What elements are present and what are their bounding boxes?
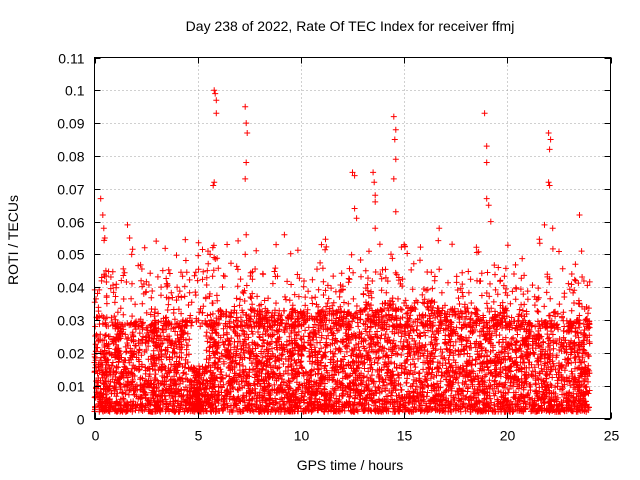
- y-tick-label: 0.1: [65, 83, 85, 99]
- chart-title: Day 238 of 2022, Rate Of TEC Index for r…: [186, 18, 515, 34]
- grid-lines: [94, 57, 611, 419]
- y-tick-label: 0.04: [57, 280, 84, 296]
- x-tick-label: 25: [604, 428, 620, 444]
- y-tick-label: 0.01: [57, 379, 84, 395]
- y-tick-label: 0.05: [57, 247, 84, 263]
- data-points: [91, 87, 593, 415]
- x-tick-label: 0: [92, 428, 100, 444]
- y-tick-label: 0.02: [57, 346, 84, 362]
- y-tick-label: 0.11: [58, 51, 84, 67]
- y-tick-label: 0.07: [57, 182, 84, 198]
- y-tick-label: 0.09: [57, 116, 84, 132]
- y-tick-label: 0: [77, 412, 85, 428]
- roti-points: [91, 87, 593, 415]
- x-axis-label: GPS time / hours: [297, 457, 404, 473]
- plot-frame: [94, 57, 611, 419]
- x-tick-label: 15: [397, 428, 413, 444]
- y-tick-label: 0.08: [57, 149, 84, 165]
- y-tick-label: 0.03: [57, 313, 84, 329]
- axis-ticks: 0 0.01 0.02 0.03 0.04 0.05 0.06 0.07 0.08 0.09 0.1…: [57, 51, 619, 444]
- y-tick-label: 0.06: [57, 215, 84, 231]
- x-tick-label: 20: [500, 428, 516, 444]
- y-axis-label: ROTI / TECUs: [5, 195, 21, 285]
- x-tick-label: 10: [294, 428, 310, 444]
- x-tick-label: 5: [195, 428, 203, 444]
